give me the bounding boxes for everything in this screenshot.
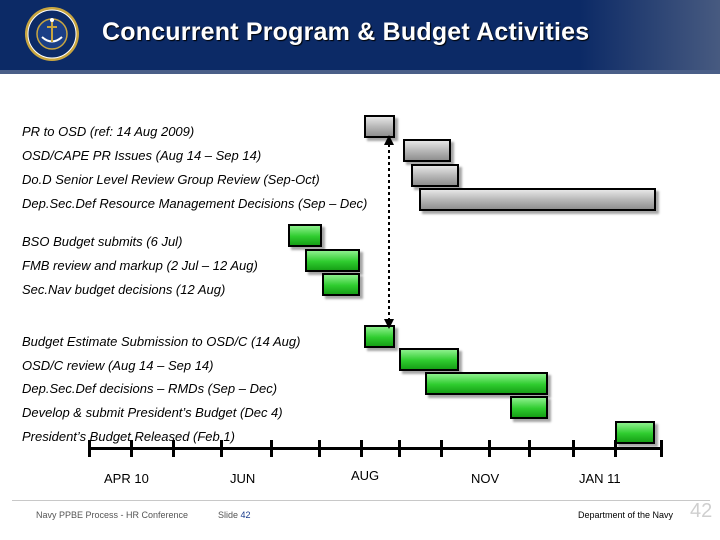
gantt-bar-osdc-review: [399, 348, 459, 371]
dashed-arrow-icon: [384, 135, 394, 329]
page-number: 42: [690, 500, 713, 522]
timeline-tick: [660, 440, 663, 457]
gantt-bar-rmd-decisions: [419, 188, 656, 211]
timeline-tick: [270, 440, 273, 457]
gantt-bar-osd-cape-issues: [403, 139, 451, 162]
task-label-rmd-decisions: Dep.Sec.Def Resource Management Decision…: [22, 196, 368, 211]
header-fade: [580, 0, 720, 70]
timeline-axis: [88, 447, 663, 450]
task-label-secnav-decisions: Sec.Nav budget decisions (12 Aug): [22, 282, 226, 297]
page-title: Concurrent Program & Budget Activities: [102, 18, 590, 46]
month-label-aug: AUG: [351, 468, 380, 483]
month-label-apr: APR 10: [104, 471, 149, 486]
task-label-develop-pb: Develop & submit President’s Budget (Dec…: [22, 405, 283, 420]
gantt-bar-fmb-review: [305, 249, 360, 272]
timeline-tick: [440, 440, 443, 457]
gantt-bar-secnav-decisions: [322, 273, 360, 296]
task-label-depsecdef-rmds: Dep.Sec.Def decisions – RMDs (Sep – Dec): [22, 381, 278, 396]
timeline-tick: [88, 440, 91, 457]
task-label-osdc-review: OSD/C review (Aug 14 – Sep 14): [22, 358, 214, 373]
timeline-tick: [130, 440, 133, 457]
footer-presentation-title: Navy PPBE Process - HR Conference: [36, 510, 189, 520]
slide-number: 42: [240, 510, 251, 520]
gantt-bar-depsecdef-rmds: [425, 372, 548, 395]
month-label-jun: JUN: [230, 471, 256, 486]
gantt-bar-budget-estimate: [364, 325, 395, 348]
gantt-bar-develop-pb: [510, 396, 548, 419]
header-separator: [0, 70, 720, 74]
timeline-tick: [528, 440, 531, 457]
timeline-tick: [172, 440, 175, 457]
timeline-tick: [318, 440, 321, 457]
month-label-nov: NOV: [471, 471, 500, 486]
timeline-tick: [398, 440, 401, 457]
task-label-fmb-review: FMB review and markup (2 Jul – 12 Aug): [22, 258, 258, 273]
gantt-bar-bso-budget: [288, 224, 322, 247]
task-label-pb-released: President’s Budget Released (Feb 1): [22, 429, 235, 444]
gantt-bar-pr-to-osd: [364, 115, 395, 138]
task-label-srg-review: Do.D Senior Level Review Group Review (S…: [22, 172, 320, 187]
month-label-jan: JAN 11: [579, 471, 621, 486]
timeline-tick: [220, 440, 223, 457]
footer-slide-label: Slide 42: [218, 510, 251, 520]
task-label-budget-estimate: Budget Estimate Submission to OSD/C (14 …: [22, 334, 301, 349]
navy-seal-icon: [25, 7, 79, 61]
task-label-pr-to-osd: PR to OSD (ref: 14 Aug 2009): [22, 124, 195, 139]
gantt-bar-srg-review: [411, 164, 459, 187]
header-banner: Concurrent Program & Budget Activities: [0, 0, 720, 70]
task-label-bso-budget: BSO Budget submits (6 Jul): [22, 234, 183, 249]
slide-label-text: Slide: [218, 510, 239, 520]
gantt-bar-pb-released: [615, 421, 655, 444]
timeline-tick: [572, 440, 575, 457]
timeline-tick: [614, 440, 617, 457]
footer-divider: [12, 500, 710, 501]
timeline-tick: [488, 440, 491, 457]
footer-organization: Department of the Navy: [578, 510, 674, 520]
timeline-tick: [360, 440, 363, 457]
task-label-osd-cape-issues: OSD/CAPE PR Issues (Aug 14 – Sep 14): [22, 148, 262, 163]
